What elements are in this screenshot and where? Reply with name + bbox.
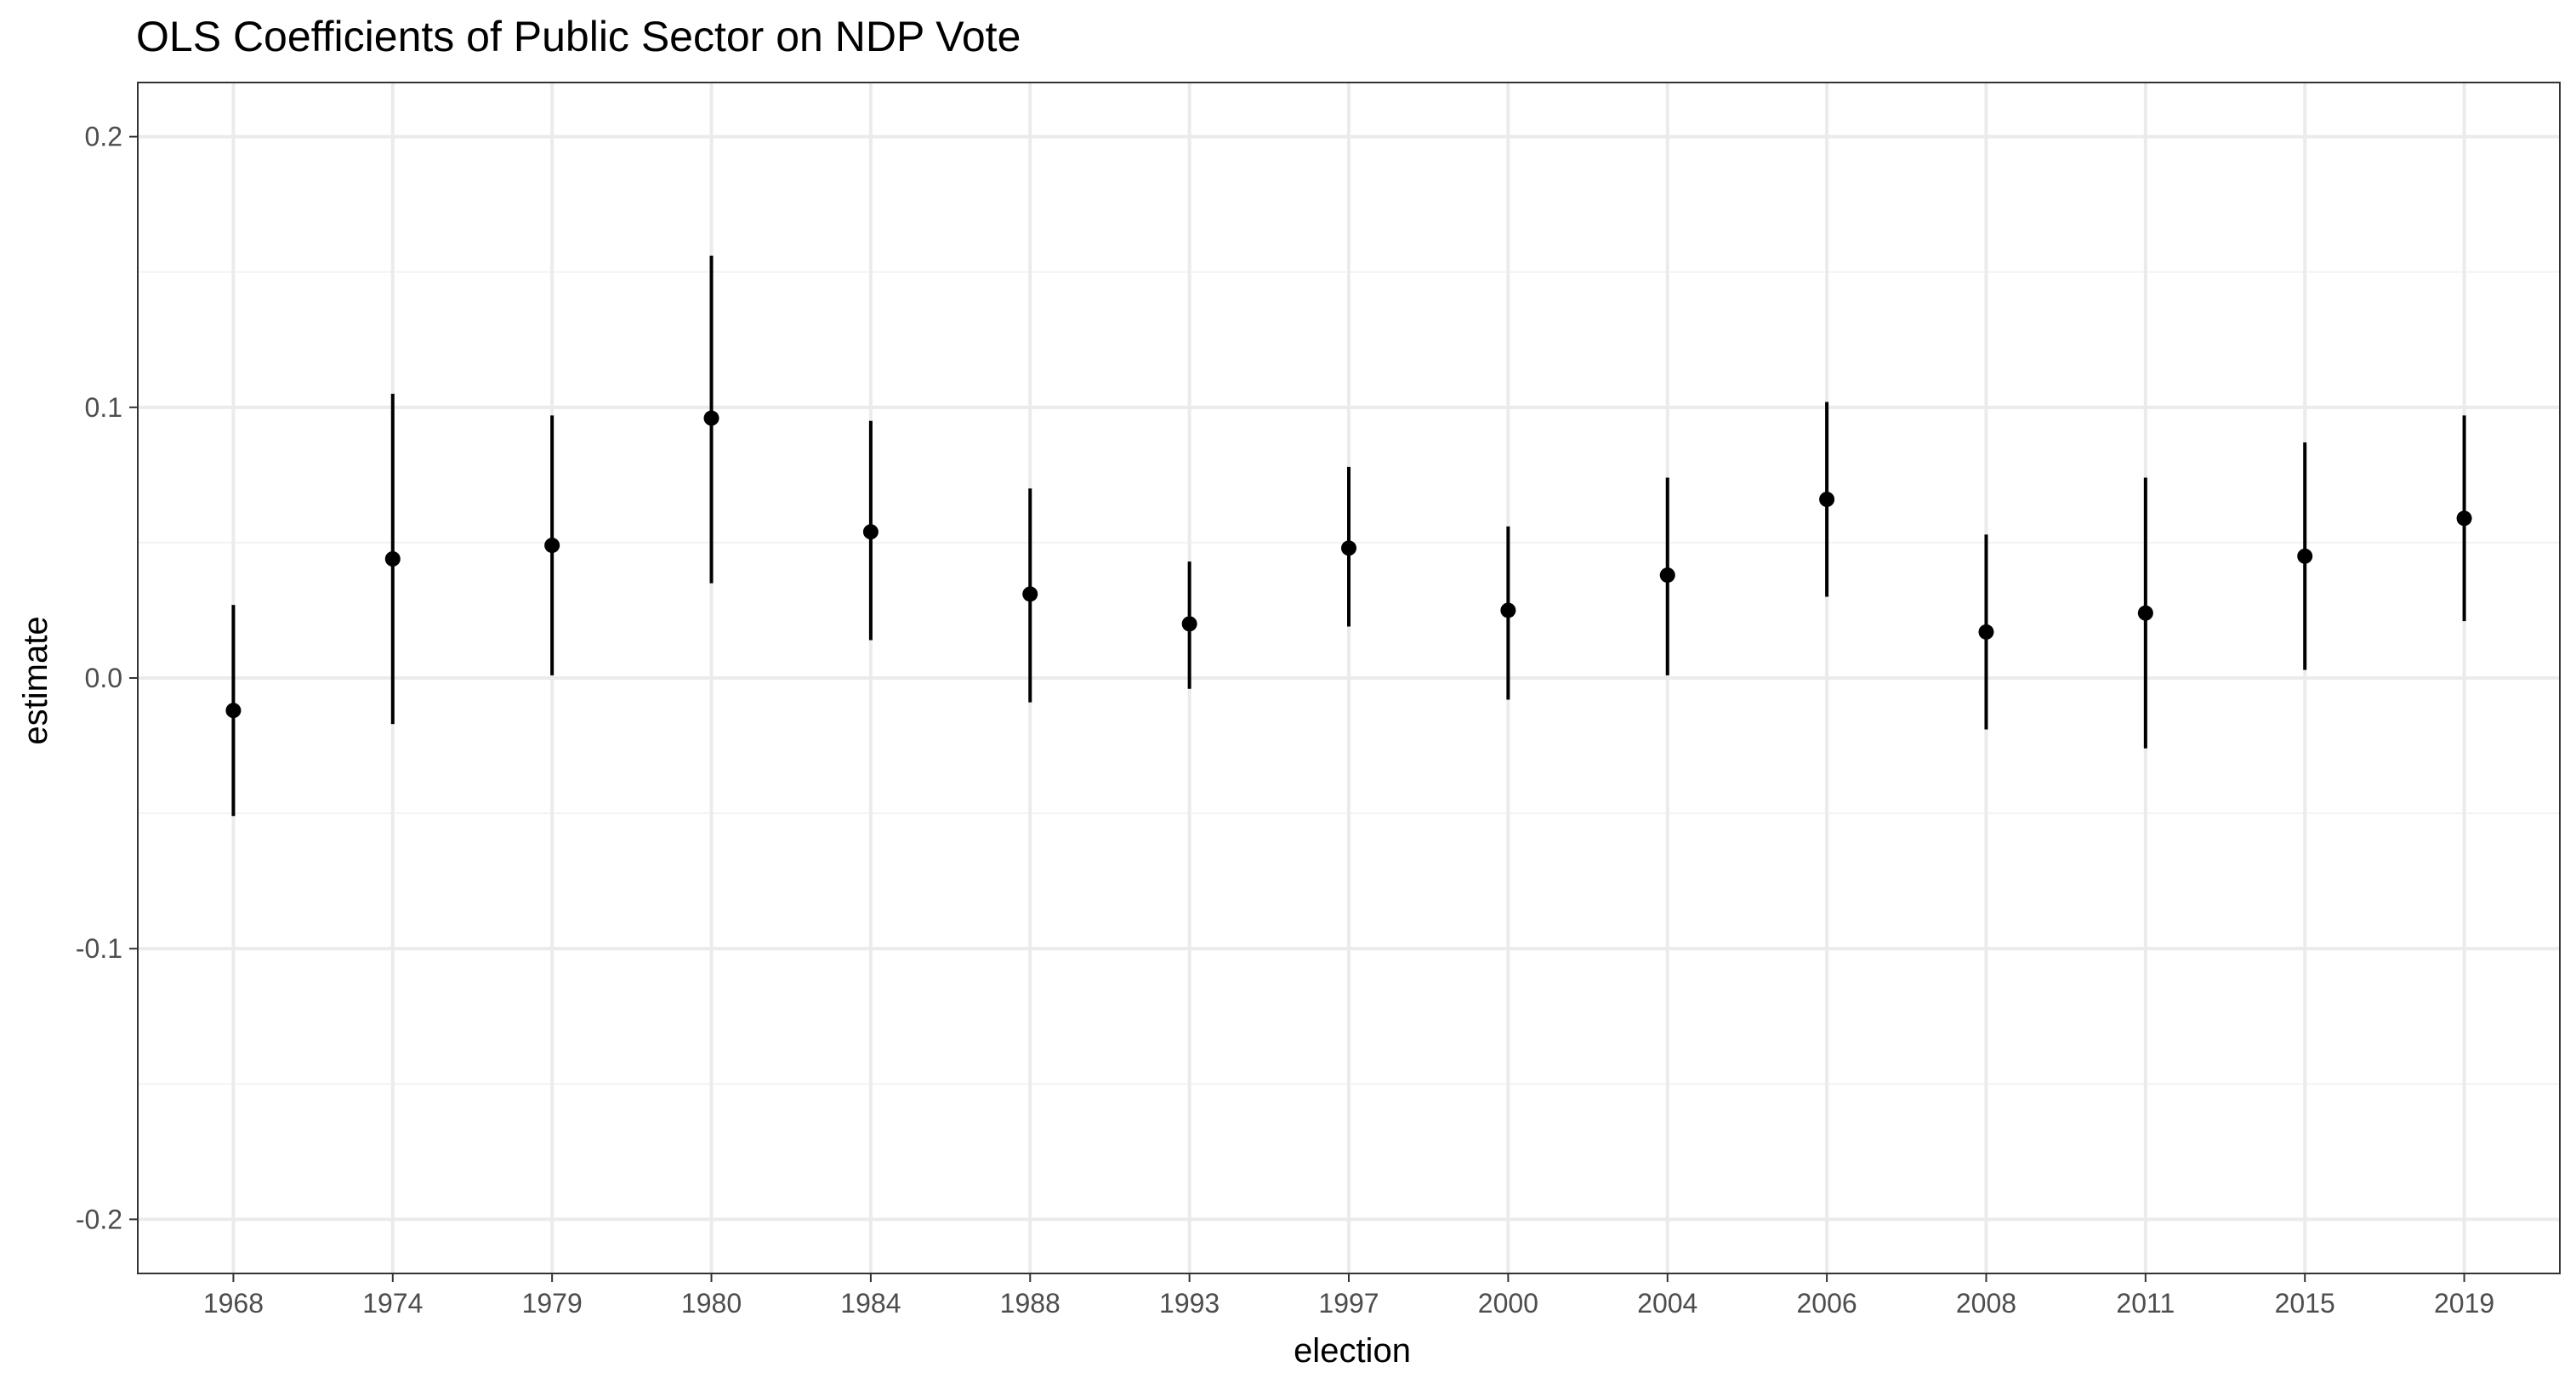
point-1979 xyxy=(544,538,560,554)
y-tick-label: -0.1 xyxy=(76,933,122,964)
x-tick-label: 1980 xyxy=(681,1288,742,1319)
point-2004 xyxy=(1659,567,1675,584)
x-tick-label: 1979 xyxy=(522,1288,583,1319)
x-tick-label: 1993 xyxy=(1159,1288,1220,1319)
x-tick-label: 2015 xyxy=(2275,1288,2335,1319)
point-1993 xyxy=(1181,616,1197,632)
point-2008 xyxy=(1978,624,1994,640)
x-tick-label: 1968 xyxy=(203,1288,264,1319)
chart-title: OLS Coefficients of Public Sector on NDP… xyxy=(136,13,1021,60)
x-tick-label: 1997 xyxy=(1318,1288,1379,1319)
point-2000 xyxy=(1500,602,1516,618)
x-axis-title: election xyxy=(1294,1332,1411,1370)
y-tick-label: 0.2 xyxy=(85,122,122,152)
x-tick-label: 2000 xyxy=(1478,1288,1538,1319)
x-tick-label: 2019 xyxy=(2434,1288,2494,1319)
mark-layer xyxy=(225,255,2472,817)
x-tick-label: 1984 xyxy=(840,1288,901,1319)
point-1997 xyxy=(1341,540,1356,556)
point-2006 xyxy=(1819,492,1835,507)
point-2019 xyxy=(2456,510,2472,527)
x-tick-label: 1974 xyxy=(362,1288,423,1319)
y-tick-label: 0.1 xyxy=(85,392,122,423)
x-tick-label: 1988 xyxy=(1000,1288,1061,1319)
x-tick-label: 2004 xyxy=(1637,1288,1697,1319)
x-tick-label: 2008 xyxy=(1956,1288,2016,1319)
point-1968 xyxy=(225,703,242,719)
point-1988 xyxy=(1022,586,1038,602)
point-2015 xyxy=(2297,548,2313,564)
y-axis-title: estimate xyxy=(17,616,54,744)
point-1974 xyxy=(384,551,401,567)
x-tick-label: 2011 xyxy=(2116,1288,2175,1319)
point-2011 xyxy=(2137,605,2153,621)
point-1984 xyxy=(862,524,879,540)
y-tick-label: -0.2 xyxy=(76,1204,122,1234)
x-tick-label: 2006 xyxy=(1797,1288,1857,1319)
axis-layer: -0.2 -0.1 0.0 0.1 0.2 1968 1974 1979 1980 1984 198… xyxy=(76,122,2494,1319)
y-tick-label: 0.0 xyxy=(85,663,122,693)
point-1980 xyxy=(703,410,719,426)
